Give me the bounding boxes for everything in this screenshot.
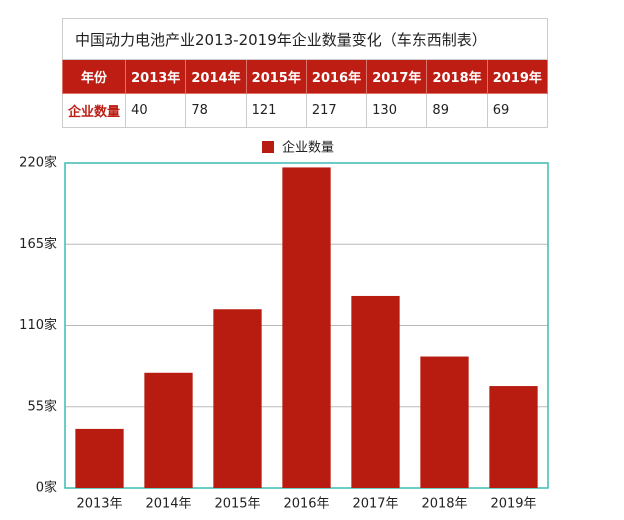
table-cell: 2014年 bbox=[185, 59, 247, 94]
table-cell: 69 bbox=[486, 93, 549, 128]
x-tick-label: 2017年 bbox=[352, 497, 398, 512]
table-cell: 2017年 bbox=[366, 59, 428, 94]
x-tick-label: 2019年 bbox=[490, 497, 536, 512]
y-tick-label: 0家 bbox=[36, 480, 57, 496]
bar bbox=[144, 372, 193, 488]
table-cell: 2018年 bbox=[426, 59, 488, 94]
table-cell: 78 bbox=[185, 93, 247, 128]
y-tick-label: 165家 bbox=[19, 236, 57, 252]
bar bbox=[213, 309, 262, 488]
table-title: 中国动力电池产业2013-2019年企业数量变化（车东西制表） bbox=[62, 18, 548, 60]
y-tick-label: 110家 bbox=[19, 317, 57, 333]
bar bbox=[420, 356, 469, 488]
table-cell: 2013年 bbox=[125, 59, 187, 94]
x-tick-label: 2013年 bbox=[76, 497, 122, 512]
table-cell: 121 bbox=[245, 93, 307, 128]
table-cell: 89 bbox=[426, 93, 488, 128]
x-tick-label: 2016年 bbox=[283, 497, 329, 512]
y-tick-label: 55家 bbox=[27, 398, 57, 414]
x-tick-label: 2014年 bbox=[145, 497, 191, 512]
table-cell: 2019年 bbox=[486, 59, 549, 94]
table-cell: 2015年 bbox=[245, 59, 307, 94]
legend-swatch bbox=[262, 141, 274, 153]
bar bbox=[351, 295, 400, 488]
table-cell: 40 bbox=[125, 93, 187, 128]
table-cell: 企业数量 bbox=[61, 93, 127, 128]
bar bbox=[75, 428, 124, 488]
table-header: 年份 2013年 2014年 2015年 2016年 2017年 2018年 2019年 bbox=[61, 59, 549, 94]
table-title-row: 中国动力电池产业2013-2019年企业数量变化（车东西制表） bbox=[62, 18, 548, 60]
x-tick-label: 2015年 bbox=[214, 497, 260, 512]
y-tick-label: 220家 bbox=[19, 155, 57, 171]
x-tick-label: 2018年 bbox=[421, 497, 467, 512]
bar bbox=[282, 167, 331, 488]
data-table: 中国动力电池产业2013-2019年企业数量变化（车东西制表） 年份 2013年 2… bbox=[61, 18, 549, 128]
table-cell: 年份 bbox=[61, 59, 127, 94]
bar bbox=[489, 386, 538, 488]
table-row: 企业数量 40 78 121 217 130 89 69 bbox=[61, 93, 549, 128]
table-cell: 217 bbox=[305, 93, 368, 128]
table-cell: 2016年 bbox=[305, 59, 368, 94]
legend-label: 企业数量 bbox=[282, 140, 334, 156]
